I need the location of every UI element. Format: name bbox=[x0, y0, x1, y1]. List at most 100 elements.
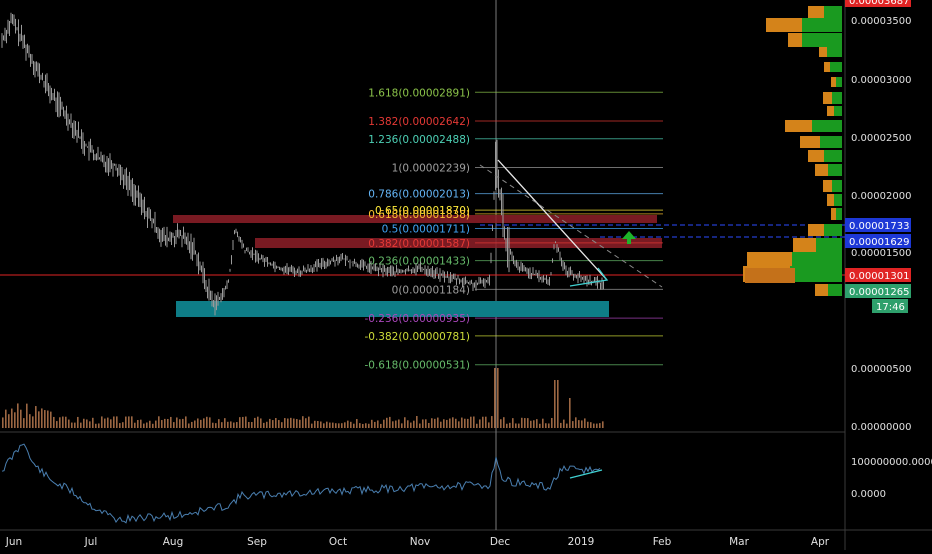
volume-bar bbox=[77, 416, 79, 428]
price-label-text: 0.00001265 bbox=[849, 287, 909, 298]
volume-bar bbox=[2, 417, 4, 428]
volume-bar bbox=[173, 422, 175, 428]
volume-bar bbox=[323, 423, 325, 428]
price-label-tag bbox=[845, 218, 911, 232]
volume-bar bbox=[272, 420, 274, 428]
profile-bar-down bbox=[827, 106, 834, 116]
volume-bar bbox=[506, 423, 508, 428]
volume-bar bbox=[335, 423, 337, 428]
profile-bar-up bbox=[836, 77, 842, 87]
profile-bar-down bbox=[747, 252, 792, 266]
price-label-text: 0.00001629 bbox=[849, 237, 909, 248]
volume-bar bbox=[431, 418, 433, 428]
price-label-text: 0.00001301 bbox=[849, 271, 909, 282]
profile-bar-up bbox=[802, 18, 842, 32]
volume-bar bbox=[497, 368, 499, 428]
volume-bar bbox=[377, 420, 379, 428]
profile-bar-up bbox=[828, 284, 842, 296]
volume-bar bbox=[248, 422, 250, 428]
profile-bar-up bbox=[812, 120, 842, 132]
volume-bar bbox=[563, 419, 565, 428]
volume-bar bbox=[302, 416, 304, 428]
fib-label: -0.618(0.00000531) bbox=[364, 360, 470, 372]
volume-bar bbox=[137, 420, 139, 428]
wedge-lines bbox=[569, 267, 609, 287]
x-tick-label: Jun bbox=[5, 536, 22, 548]
profile-bar-up bbox=[824, 150, 842, 162]
volume-bar bbox=[71, 422, 73, 428]
volume-bar bbox=[449, 418, 451, 428]
volume-bar bbox=[479, 419, 481, 428]
volume-bar bbox=[203, 418, 205, 428]
fib-label: 0.5(0.00001711) bbox=[382, 223, 470, 235]
volume-bar bbox=[188, 423, 190, 428]
profile-bar-up bbox=[830, 62, 842, 72]
volume-bar bbox=[461, 417, 463, 428]
profile-bar-down bbox=[831, 208, 836, 220]
volume-bar bbox=[200, 419, 202, 428]
volume-bar bbox=[473, 416, 475, 428]
volume-bar bbox=[311, 423, 313, 428]
volume-bar bbox=[92, 417, 94, 428]
volume-bar bbox=[353, 423, 355, 428]
fibonacci-levels: 1.618(0.00002891) 1.382(0.00002642) 1.236(… bbox=[364, 87, 663, 372]
descending-trendline bbox=[497, 159, 608, 281]
volume-bar bbox=[53, 416, 55, 428]
volume-bar bbox=[281, 422, 283, 428]
fib-label: -0.236(0.00000935) bbox=[364, 313, 470, 325]
volume-bar bbox=[179, 419, 181, 428]
price-label-text: 0.00001733 bbox=[849, 221, 909, 232]
volume-bar bbox=[230, 421, 232, 428]
volume-bar bbox=[23, 418, 25, 428]
volume-bar bbox=[212, 422, 214, 428]
volume-bar bbox=[404, 417, 406, 428]
price-label-tag bbox=[845, 268, 911, 282]
volume-bar bbox=[299, 419, 301, 428]
y-tick-label: 0.00002500 bbox=[851, 133, 911, 144]
volume-bar bbox=[533, 420, 535, 428]
volume-bar bbox=[494, 368, 496, 428]
x-tick-label: Aug bbox=[163, 536, 184, 548]
volume-bar bbox=[308, 416, 310, 428]
indicator-tick-label: 0.0000 bbox=[851, 489, 886, 500]
volume-bar bbox=[107, 417, 109, 428]
volume-bar bbox=[446, 419, 448, 428]
profile-bar-down bbox=[815, 284, 828, 296]
profile-bar-up bbox=[828, 164, 842, 176]
volume-bar bbox=[26, 403, 28, 428]
volume-bar bbox=[38, 411, 40, 428]
volume-bar bbox=[551, 418, 553, 428]
volume-bar bbox=[14, 412, 16, 428]
profile-bar-up bbox=[834, 106, 842, 116]
volume-bar bbox=[512, 418, 514, 428]
fib-label: 1(0.00002239) bbox=[392, 163, 470, 175]
volume-bar bbox=[143, 423, 145, 428]
volume-bar bbox=[197, 418, 199, 428]
projected-trendline bbox=[479, 164, 663, 288]
volume-bar bbox=[275, 418, 277, 428]
volume-bar bbox=[371, 419, 373, 428]
arrow-up-icon bbox=[622, 231, 636, 244]
volume-bar bbox=[41, 408, 43, 428]
price-label-tag bbox=[845, 284, 911, 298]
profile-bar-down bbox=[827, 194, 834, 206]
volume-bar bbox=[122, 422, 124, 428]
profile-bar-down bbox=[785, 120, 812, 132]
x-tick-label: 2019 bbox=[568, 536, 595, 548]
volume-bar bbox=[338, 423, 340, 428]
x-tick-label: Feb bbox=[653, 536, 672, 548]
volume-bar bbox=[290, 417, 292, 428]
volume-bar bbox=[161, 420, 163, 428]
volume-bar bbox=[119, 423, 121, 428]
volume-bar bbox=[383, 419, 385, 428]
volume-bar bbox=[410, 422, 412, 428]
volume-bar bbox=[8, 414, 10, 428]
resistance-zone-lower bbox=[255, 238, 662, 248]
y-tick-label: 0.00003000 bbox=[851, 75, 911, 86]
volume-bar bbox=[359, 423, 361, 428]
volume-bar bbox=[392, 421, 394, 428]
volume-bar bbox=[116, 416, 118, 428]
volume-bar bbox=[95, 423, 97, 428]
